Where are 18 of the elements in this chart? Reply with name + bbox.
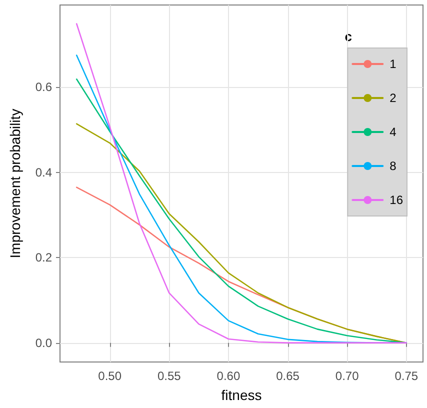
y-axis-title: Improvement probability xyxy=(7,108,23,258)
y-tick-label: 0.6 xyxy=(35,80,52,94)
y-tick-label: 0.2 xyxy=(35,250,52,265)
x-tick-label: 0.50 xyxy=(98,369,122,383)
legend-label: 8 xyxy=(390,159,397,173)
line-series xyxy=(76,123,408,344)
legend-label: 4 xyxy=(390,125,397,139)
legend-label: 1 xyxy=(390,57,397,71)
legend-label: 2 xyxy=(390,91,397,105)
x-tick-label: 0.65 xyxy=(276,369,300,383)
x-tick-label: 0.70 xyxy=(335,369,360,383)
legend-label: 16 xyxy=(390,193,404,207)
y-tick-label: 0.0 xyxy=(35,336,52,350)
x-tick-label: 0.75 xyxy=(394,369,418,383)
x-tick-label: 0.55 xyxy=(157,369,182,383)
x-tick-label: 0.60 xyxy=(216,369,240,383)
y-tick-label: 0.4 xyxy=(35,165,52,180)
x-axis-title: fitness xyxy=(221,387,262,403)
